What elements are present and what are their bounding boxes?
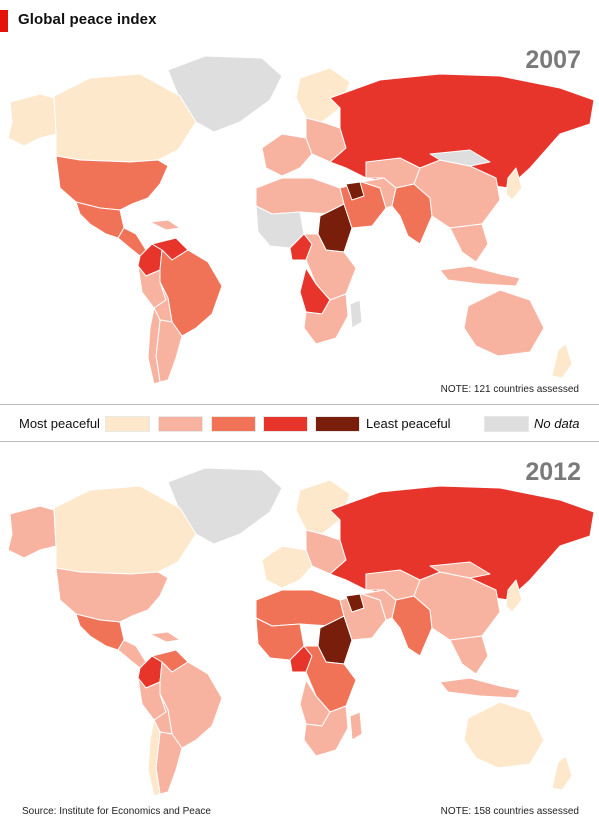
world-map-2012 — [7, 467, 595, 795]
legend-swatch-3 — [211, 416, 256, 432]
region-mongolia — [429, 561, 491, 579]
world-map-2007 — [7, 55, 595, 385]
region-indonesia — [439, 677, 521, 699]
region-southern-africa — [303, 293, 349, 345]
region-australia — [463, 701, 545, 769]
region-caribbean — [149, 219, 181, 231]
region-usa — [55, 155, 169, 211]
legend-swatch-2 — [158, 416, 203, 432]
page-title: Global peace index — [18, 11, 157, 28]
legend-swatch-no-data — [484, 416, 529, 432]
region-central-america — [117, 639, 147, 669]
map-year-2012: 2012 — [525, 458, 581, 486]
countries-note-2012: NOTE: 158 countries assessed — [440, 806, 579, 817]
region-madagascar — [349, 299, 363, 329]
legend-most-peaceful-label: Most peaceful — [19, 416, 100, 431]
region-new-zealand — [551, 755, 573, 791]
legend-no-data-label: No data — [534, 416, 580, 431]
region-chile — [147, 307, 161, 385]
map-panel-2007: 2007 — [0, 38, 599, 400]
region-scandinavia — [295, 479, 351, 535]
region-mongolia — [429, 149, 491, 167]
region-china — [413, 159, 501, 229]
source-note: Source: Institute for Economics and Peac… — [22, 806, 211, 817]
color-legend: Most peaceful Least peaceful No data — [0, 404, 599, 442]
region-iraq — [345, 181, 365, 201]
region-west-europe — [261, 545, 313, 589]
region-caribbean — [149, 631, 181, 643]
region-china — [413, 571, 501, 641]
region-central-america — [117, 227, 147, 257]
region-west-europe — [261, 133, 313, 177]
region-southeast-asia — [449, 635, 489, 675]
region-canada — [53, 485, 197, 575]
map-year-2007: 2007 — [525, 46, 581, 74]
region-southern-africa — [303, 705, 349, 757]
region-japan — [505, 167, 523, 201]
region-canada — [53, 73, 197, 163]
region-north-africa — [255, 177, 345, 215]
legend-swatch-5 — [315, 416, 360, 432]
region-alaska — [7, 505, 57, 559]
map-panel-2012: 2012 — [0, 450, 599, 795]
legend-swatch-4 — [263, 416, 308, 432]
region-chile — [147, 719, 161, 795]
region-new-zealand — [551, 343, 573, 379]
region-scandinavia — [295, 67, 351, 123]
countries-note-2007: NOTE: 121 countries assessed — [440, 384, 579, 395]
region-alaska — [7, 93, 57, 147]
region-japan — [505, 579, 523, 613]
legend-swatch-1 — [105, 416, 150, 432]
title-accent-bar — [0, 10, 8, 32]
region-iraq — [345, 593, 365, 613]
region-north-africa — [255, 589, 345, 627]
region-madagascar — [349, 711, 363, 741]
region-southeast-asia — [449, 223, 489, 263]
legend-least-peaceful-label: Least peaceful — [366, 416, 451, 431]
region-australia — [463, 289, 545, 357]
region-usa — [55, 567, 169, 623]
region-indonesia — [439, 265, 521, 287]
